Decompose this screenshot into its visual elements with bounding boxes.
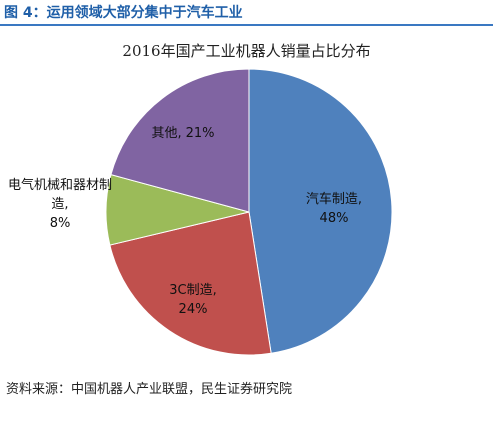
category-label: 汽车制造, xyxy=(305,192,363,207)
source-note: 资料来源：中国机器人产业联盟，民生证券研究院 xyxy=(6,382,293,397)
value-label: 48% xyxy=(319,211,349,226)
slice-label: 电气机械和器材制造, 8% xyxy=(8,176,112,233)
pie-slice xyxy=(109,211,272,356)
value-label: 8% xyxy=(49,216,71,231)
pie-slice xyxy=(248,68,393,354)
chart-title: 2016年国产工业机器人销量占比分布 xyxy=(122,42,371,60)
slice-label: 3C制造, 24% xyxy=(150,281,236,319)
header-rule xyxy=(0,24,493,26)
category-label: 其他, xyxy=(151,126,182,141)
value-label: 24% xyxy=(178,302,208,317)
pie-slice xyxy=(110,68,250,213)
value-label: 21% xyxy=(185,126,215,141)
category-label: 3C制造, xyxy=(169,283,217,298)
figure-label: 图 4：运用领域大部分集中于汽车工业 xyxy=(4,5,243,21)
category-label: 电气机械和器材制造, xyxy=(8,178,113,212)
slice-label: 汽车制造, 48% xyxy=(292,190,376,228)
slice-label: 其他, 21% xyxy=(138,124,228,143)
